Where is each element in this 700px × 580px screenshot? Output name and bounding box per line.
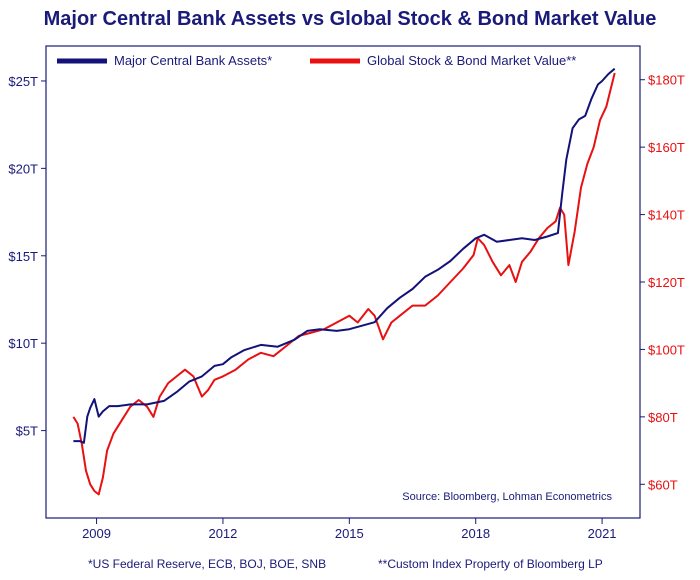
series-line-market-value — [72, 72, 616, 496]
source-note: Source: Bloomberg, Lohman Econometrics — [402, 491, 612, 503]
x-tick-label: 2015 — [335, 526, 364, 541]
right-tick-label: $180T — [648, 73, 685, 88]
right-tick-label: $120T — [648, 275, 685, 290]
right-tick-label: $140T — [648, 208, 685, 223]
right-axis: $60T $80T $100T $120T $140T $160T $180T — [640, 73, 685, 492]
right-tick-label: $80T — [648, 410, 678, 425]
x-axis: 2009 2012 2015 2018 2021 — [82, 518, 617, 541]
footnote-central-banks: *US Federal Reserve, ECB, BOJ, BOE, SNB — [88, 557, 327, 571]
left-tick-label: $20T — [8, 161, 38, 176]
series-line-central-bank-assets — [73, 67, 616, 444]
chart-title: Major Central Bank Assets vs Global Stoc… — [43, 8, 657, 30]
plot-area — [45, 45, 641, 519]
right-tick-label: $60T — [648, 477, 678, 492]
left-tick-label: $10T — [8, 336, 38, 351]
legend: Major Central Bank Assets* Global Stock … — [57, 53, 576, 68]
left-axis: $5T $10T $15T $20T $25T — [8, 74, 46, 439]
x-tick-label: 2009 — [82, 526, 111, 541]
legend-label-market-value: Global Stock & Bond Market Value** — [367, 53, 576, 68]
left-tick-label: $5T — [16, 424, 38, 439]
series-layer — [72, 67, 616, 496]
right-tick-label: $160T — [648, 140, 685, 155]
left-tick-label: $25T — [8, 74, 38, 89]
left-tick-label: $15T — [8, 249, 38, 264]
x-tick-label: 2021 — [588, 526, 617, 541]
right-tick-label: $100T — [648, 342, 685, 357]
x-tick-label: 2018 — [461, 526, 490, 541]
x-tick-label: 2012 — [208, 526, 237, 541]
footnote-bloomberg: **Custom Index Property of Bloomberg LP — [378, 557, 603, 571]
legend-label-central-bank: Major Central Bank Assets* — [114, 53, 272, 68]
